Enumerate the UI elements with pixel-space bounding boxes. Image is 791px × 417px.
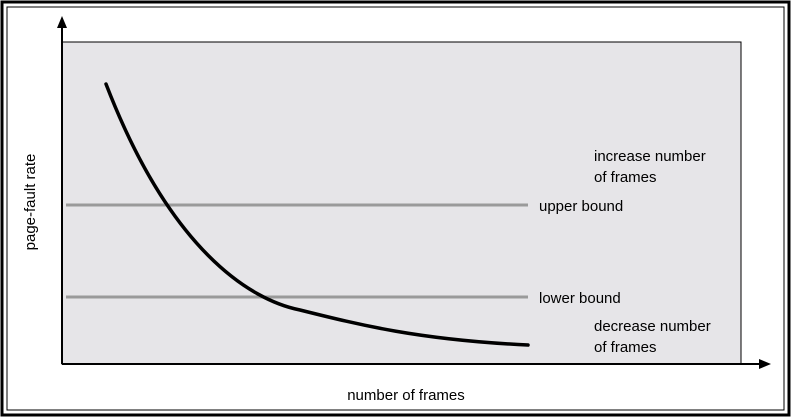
- y-axis-arrowhead: [57, 16, 67, 28]
- x-axis-label: number of frames: [347, 387, 465, 404]
- increase-frames-label-line1: increase number: [594, 148, 706, 165]
- plot-area: [61, 41, 742, 365]
- x-axis-arrowhead: [759, 359, 771, 369]
- decrease-frames-label-line1: decrease number: [594, 318, 711, 335]
- page-fault-curve: [104, 82, 530, 347]
- upper-bound-label: upper bound: [539, 198, 623, 215]
- y-axis-label: page-fault rate: [22, 154, 39, 251]
- decrease-frames-label-line2: of frames: [594, 339, 657, 356]
- lower-bound-label: lower bound: [539, 290, 621, 307]
- inner-border: [6, 6, 785, 411]
- increase-frames-label-line2: of frames: [594, 169, 657, 186]
